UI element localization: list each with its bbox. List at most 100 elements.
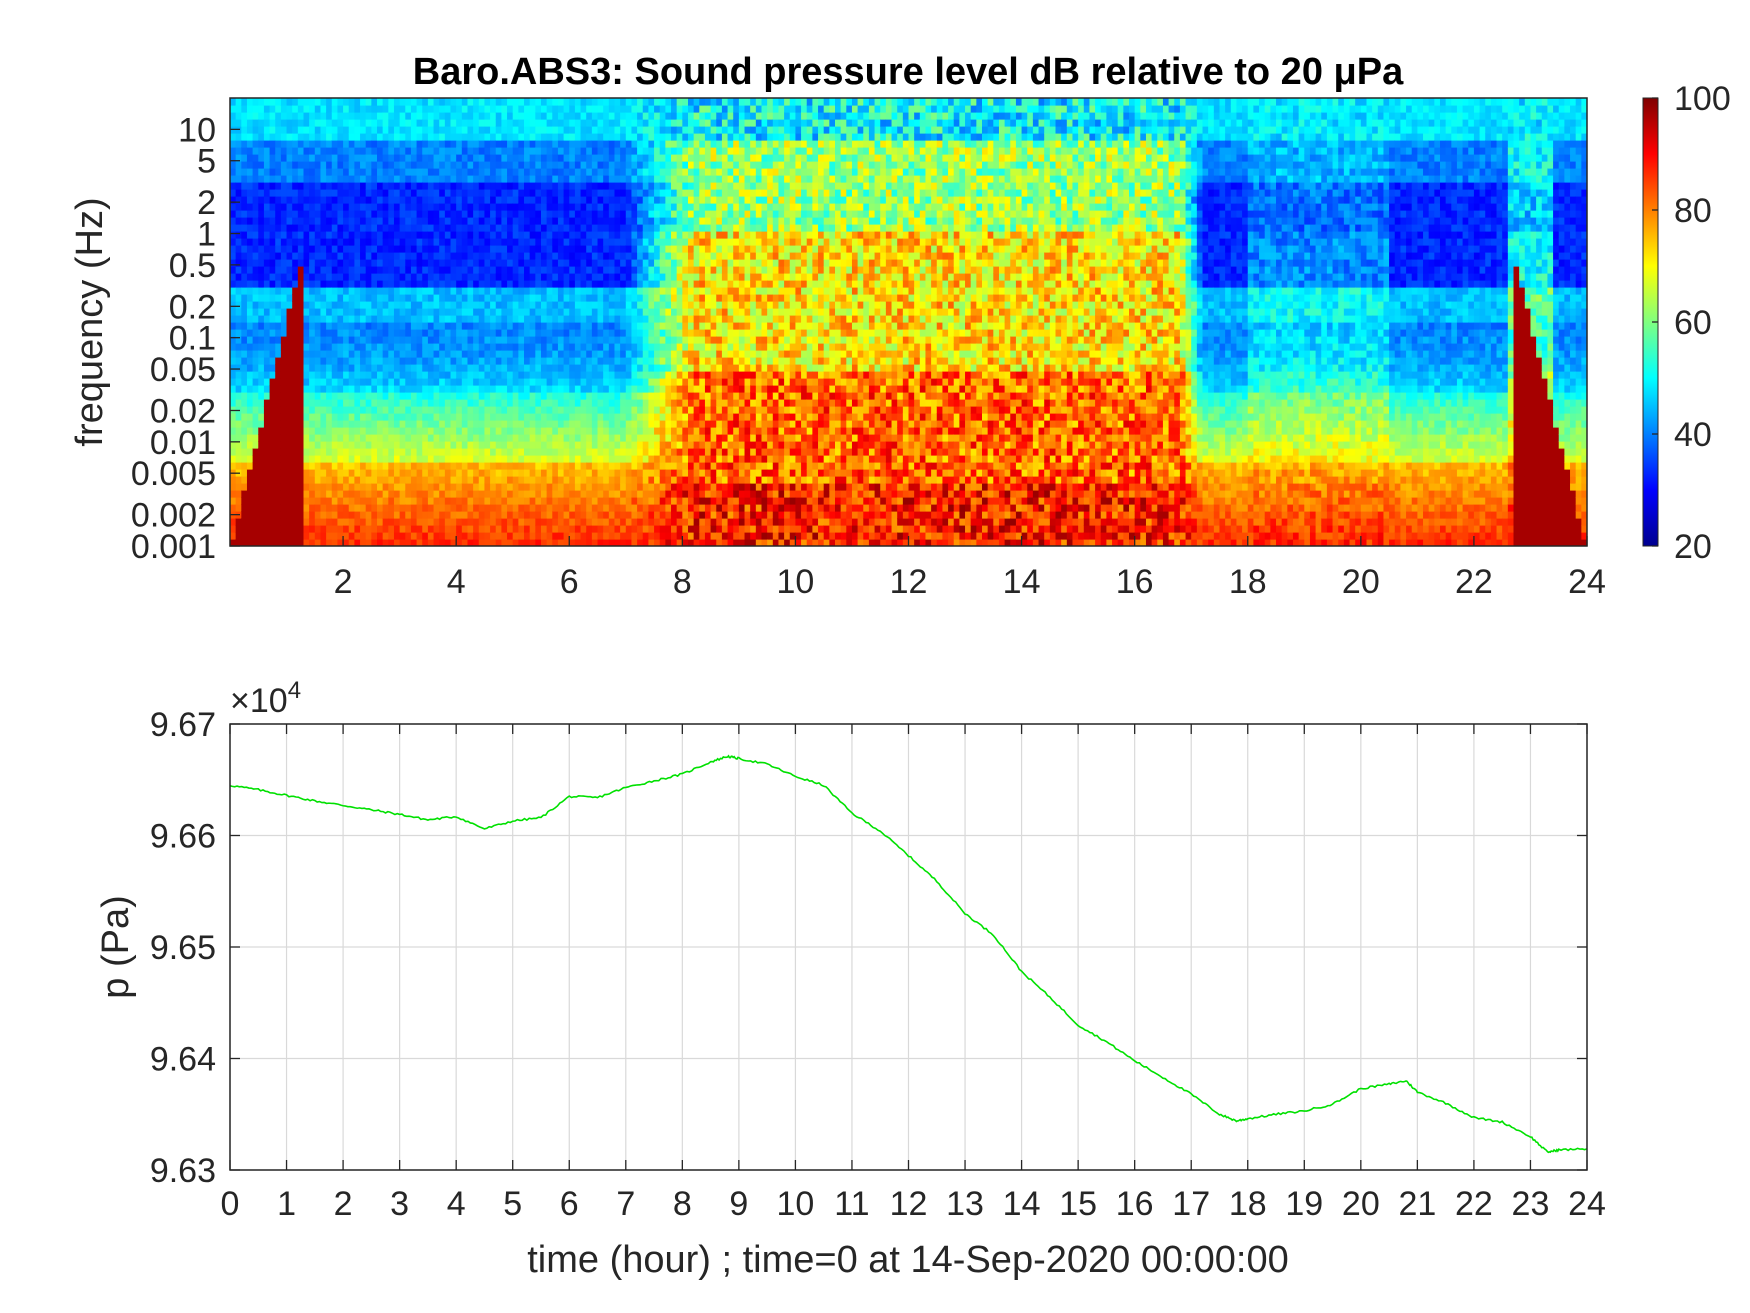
heatmap-cell xyxy=(535,497,542,505)
heatmap-cell xyxy=(637,168,644,176)
heatmap-cell xyxy=(393,539,401,546)
heatmap-cell xyxy=(456,497,463,505)
heatmap-cell xyxy=(659,105,666,113)
heatmap-cell xyxy=(252,518,259,526)
heatmap-cell xyxy=(405,385,412,393)
heatmap-cell xyxy=(529,126,536,134)
heatmap-cell xyxy=(422,427,429,435)
heatmap-cell xyxy=(286,154,293,162)
heatmap-cell xyxy=(608,343,616,351)
heatmap-cell xyxy=(252,266,259,274)
heatmap-cell xyxy=(546,203,553,211)
heatmap-cell xyxy=(659,343,666,351)
heatmap-cell xyxy=(303,511,310,519)
heatmap-cell xyxy=(416,308,423,316)
heatmap-cell xyxy=(608,189,616,197)
heatmap-cell xyxy=(263,357,271,365)
heatmap-cell xyxy=(309,532,316,540)
heatmap-cell xyxy=(377,175,384,183)
heatmap-cell xyxy=(427,427,435,435)
heatmap-cell xyxy=(331,133,339,141)
heatmap-cell xyxy=(637,245,644,253)
heatmap-cell xyxy=(314,322,322,330)
heatmap-cell xyxy=(484,315,491,323)
heatmap-cell xyxy=(665,217,672,225)
heatmap-cell xyxy=(235,525,242,533)
heatmap-cell xyxy=(286,406,293,414)
heatmap-cell xyxy=(535,490,542,498)
heatmap-cell xyxy=(230,224,237,232)
heatmap-cell xyxy=(286,497,293,505)
heatmap-cell xyxy=(563,364,570,372)
heatmap-cell xyxy=(405,112,412,120)
heatmap-cell xyxy=(444,133,452,141)
heatmap-cell xyxy=(263,280,271,288)
heatmap-cell xyxy=(478,203,486,211)
heatmap-cell xyxy=(597,518,604,526)
heatmap-cell xyxy=(263,497,271,505)
heatmap-cell xyxy=(280,238,288,246)
heatmap-cell xyxy=(422,364,429,372)
heatmap-cell xyxy=(461,441,469,449)
heatmap-cell xyxy=(286,273,293,281)
heatmap-cell xyxy=(654,399,661,407)
heatmap-cell xyxy=(360,196,367,204)
heatmap-cell xyxy=(235,539,242,546)
heatmap-cell xyxy=(393,301,401,309)
heatmap-cell xyxy=(597,322,604,330)
heatmap-cell xyxy=(314,182,322,190)
heatmap-cell xyxy=(557,294,565,302)
heatmap-cell xyxy=(608,350,616,358)
heatmap-cell xyxy=(597,469,604,477)
heatmap-cell xyxy=(608,273,616,281)
heatmap-cell xyxy=(360,161,367,169)
heatmap-cell xyxy=(360,175,367,183)
heatmap-cell xyxy=(456,371,463,379)
heatmap-cell xyxy=(484,413,491,421)
heatmap-cell xyxy=(230,490,237,498)
heatmap-cell xyxy=(410,357,418,365)
heatmap-cell xyxy=(314,462,322,470)
heatmap-cell xyxy=(269,210,276,218)
heatmap-cell xyxy=(235,427,242,435)
heatmap-cell xyxy=(427,504,435,512)
heatmap-cell xyxy=(405,350,412,358)
heatmap-cell xyxy=(557,469,565,477)
heatmap-cell xyxy=(337,231,344,239)
heatmap-cell xyxy=(230,105,237,113)
heatmap-cell xyxy=(569,441,576,449)
heatmap-cell xyxy=(275,126,282,134)
heatmap-cell xyxy=(422,329,429,337)
heatmap-cell xyxy=(422,476,429,484)
heatmap-cell xyxy=(377,378,384,386)
heatmap-cell xyxy=(297,532,305,540)
heatmap-cell xyxy=(524,280,531,288)
heatmap-cell xyxy=(546,182,553,190)
heatmap-cell xyxy=(546,462,553,470)
heatmap-cell xyxy=(382,168,389,176)
heatmap-cell xyxy=(580,287,587,295)
heatmap-cell xyxy=(456,357,463,365)
heatmap-cell xyxy=(490,511,497,519)
heatmap-cell xyxy=(614,469,621,477)
heatmap-cell xyxy=(631,378,638,386)
heatmap-cell xyxy=(642,189,649,197)
heatmap-cell xyxy=(478,476,486,484)
heatmap-cell xyxy=(360,336,367,344)
heatmap-cell xyxy=(365,357,372,365)
heatmap-cell xyxy=(337,210,344,218)
heatmap-cell xyxy=(422,175,429,183)
heatmap-cell xyxy=(246,539,254,546)
heatmap-cell xyxy=(416,315,423,323)
heatmap-cell xyxy=(591,532,599,540)
heatmap-cell xyxy=(456,126,463,134)
heatmap-cell xyxy=(326,476,333,484)
heatmap-cell xyxy=(557,336,565,344)
heatmap-cell xyxy=(529,406,536,414)
heatmap-cell xyxy=(337,392,344,400)
heatmap-cell xyxy=(637,154,644,162)
heatmap-cell xyxy=(620,196,627,204)
heatmap-cell xyxy=(246,406,254,414)
heatmap-cell xyxy=(269,287,276,295)
heatmap-cell xyxy=(388,140,395,148)
